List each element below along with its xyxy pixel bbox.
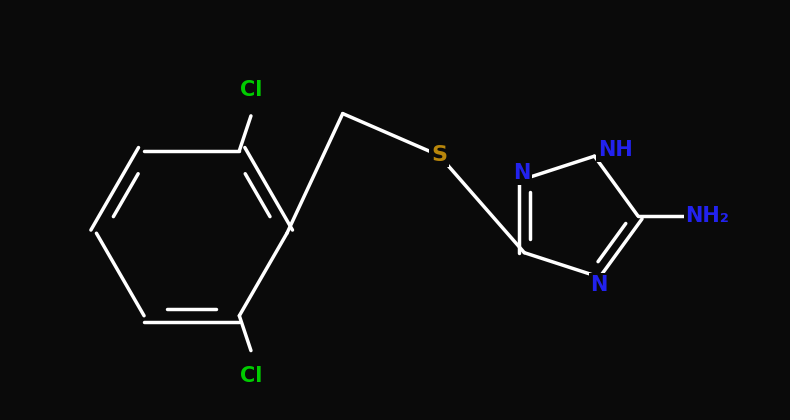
Text: S: S xyxy=(431,145,447,165)
Text: N: N xyxy=(514,163,531,183)
Text: NH: NH xyxy=(598,140,633,160)
Text: N: N xyxy=(590,275,608,295)
Text: Cl: Cl xyxy=(239,366,262,386)
Text: NH₂: NH₂ xyxy=(686,206,729,226)
Text: Cl: Cl xyxy=(239,80,262,100)
